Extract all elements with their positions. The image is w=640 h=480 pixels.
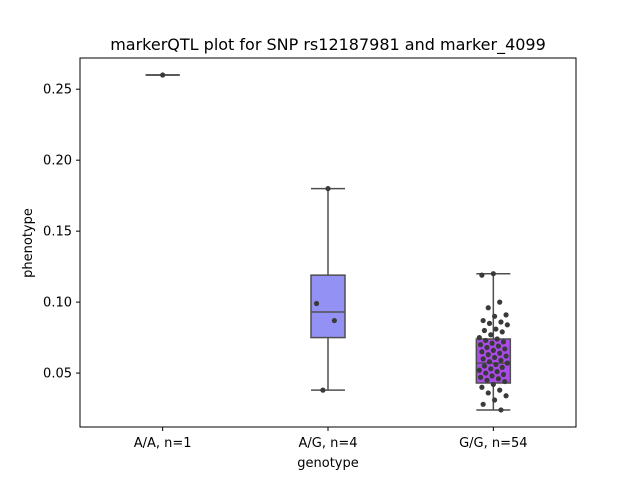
data-point bbox=[485, 352, 491, 358]
data-point bbox=[485, 305, 491, 311]
data-point bbox=[481, 327, 488, 334]
data-point bbox=[503, 353, 509, 359]
data-point bbox=[331, 317, 337, 324]
data-point bbox=[488, 366, 494, 372]
data-point bbox=[498, 357, 504, 363]
y-tick-label: 0.25 bbox=[43, 83, 72, 98]
data-point bbox=[478, 374, 484, 380]
data-point bbox=[480, 401, 486, 407]
data-point bbox=[500, 371, 507, 378]
data-point bbox=[484, 344, 490, 351]
data-point bbox=[502, 378, 508, 385]
y-tick-label: 0.05 bbox=[43, 367, 72, 382]
data-point bbox=[489, 340, 495, 346]
x-tick-label: A/G, n=4 bbox=[298, 436, 357, 451]
data-point bbox=[320, 387, 326, 393]
data-point bbox=[476, 334, 482, 341]
data-point bbox=[493, 361, 499, 368]
y-axis-label: phenotype bbox=[21, 208, 36, 278]
data-point bbox=[486, 359, 493, 365]
data-point bbox=[488, 332, 494, 338]
data-point bbox=[483, 370, 489, 376]
axes-frame bbox=[79, 57, 577, 428]
data-point bbox=[490, 271, 496, 277]
data-point bbox=[504, 360, 510, 366]
data-point bbox=[494, 336, 500, 342]
data-point bbox=[499, 364, 505, 370]
x-tick-label: G/G, n=54 bbox=[459, 436, 527, 451]
data-point bbox=[490, 381, 496, 388]
data-point bbox=[480, 317, 486, 324]
data-point bbox=[160, 72, 166, 78]
x-tick-label: A/A, n=1 bbox=[134, 436, 192, 451]
data-point bbox=[502, 346, 508, 352]
data-point bbox=[489, 373, 495, 379]
data-point bbox=[479, 384, 485, 390]
x-axis-label: genotype bbox=[297, 456, 358, 471]
chart-title: markerQTL plot for SNP rs12187981 and ma… bbox=[110, 35, 546, 55]
data-point bbox=[497, 299, 503, 305]
y-tick-label: 0.20 bbox=[43, 154, 72, 169]
data-point bbox=[504, 322, 510, 328]
data-point bbox=[498, 319, 504, 325]
data-point bbox=[476, 367, 482, 373]
data-point bbox=[479, 272, 485, 278]
data-point bbox=[325, 185, 331, 192]
data-point bbox=[486, 320, 493, 326]
plot-area: 0.05 0.10 0.15 0.20 0.25 A/A, n=1 A/G, n=4 G/G,… bbox=[43, 72, 528, 451]
y-tick-label: 0.15 bbox=[43, 225, 72, 240]
box-iqr bbox=[310, 274, 346, 339]
data-point bbox=[503, 393, 509, 399]
data-point bbox=[493, 326, 499, 332]
data-point bbox=[498, 407, 504, 413]
data-point bbox=[483, 337, 489, 344]
data-point bbox=[503, 312, 509, 318]
data-point bbox=[485, 390, 491, 396]
data-point bbox=[497, 387, 503, 393]
data-point bbox=[484, 377, 490, 383]
data-point bbox=[495, 343, 502, 349]
y-tick-label: 0.10 bbox=[43, 296, 72, 311]
data-point bbox=[500, 339, 507, 345]
data-point bbox=[495, 376, 502, 382]
data-point bbox=[494, 369, 500, 375]
data-point bbox=[313, 300, 320, 307]
data-point bbox=[478, 342, 484, 348]
data-point bbox=[492, 354, 498, 361]
data-point bbox=[480, 356, 486, 362]
data-point bbox=[497, 350, 503, 356]
data-point bbox=[492, 397, 498, 403]
data-point bbox=[492, 313, 498, 319]
data-point bbox=[499, 329, 505, 335]
data-point bbox=[479, 349, 485, 355]
data-point bbox=[490, 347, 496, 353]
data-point bbox=[481, 363, 488, 369]
